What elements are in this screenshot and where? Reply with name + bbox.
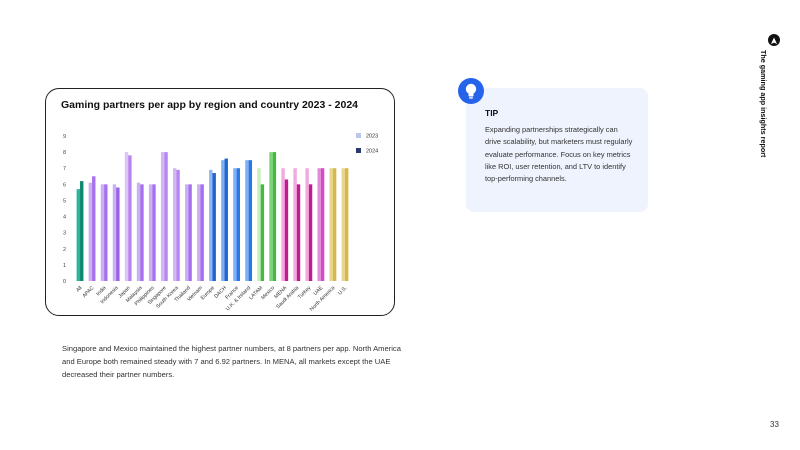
y-tick-label: 0 — [63, 279, 66, 285]
chart-title: Gaming partners per app by region and co… — [61, 99, 359, 111]
bar-2024 — [296, 184, 301, 281]
bar-2024 — [344, 168, 349, 281]
legend-label: 2024 — [366, 149, 378, 155]
bar-2023 — [209, 169, 213, 281]
bar-2023 — [76, 189, 81, 281]
bar-2024 — [92, 176, 96, 281]
bar-2023 — [124, 152, 129, 281]
y-tick-label: 8 — [63, 150, 66, 156]
bar-2023 — [172, 168, 177, 281]
bar-2024 — [248, 160, 253, 281]
x-tick-label: Europe — [200, 285, 216, 301]
bar-2023 — [185, 184, 189, 281]
x-tick-label: Turkey — [297, 285, 313, 301]
bar-2024 — [284, 179, 289, 281]
y-tick-label: 4 — [63, 215, 66, 221]
y-tick-label: 6 — [63, 182, 66, 188]
bar-2023 — [197, 184, 201, 281]
bar-2024 — [104, 184, 108, 281]
y-tick-label: 9 — [63, 134, 66, 140]
y-tick-label: 1 — [63, 263, 66, 269]
bar-2023 — [221, 160, 225, 281]
legend-swatch — [356, 148, 361, 153]
page-number: 33 — [770, 420, 779, 429]
bar-2023 — [160, 152, 165, 281]
bar-2023 — [88, 182, 93, 281]
bar-2023 — [257, 168, 261, 281]
chart-card: Gaming partners per app by region and co… — [45, 88, 395, 316]
legend-label: 2023 — [366, 134, 378, 140]
report-title: The gaming app insights report — [759, 50, 768, 158]
bar-2024 — [176, 169, 180, 281]
bar-2023 — [245, 160, 249, 281]
bar-2023 — [148, 184, 153, 281]
bar-2024 — [212, 173, 216, 281]
bar-2024 — [140, 184, 144, 281]
x-tick-label: Mexico — [260, 285, 276, 301]
bar-2023 — [100, 184, 105, 281]
bar-2024 — [308, 184, 313, 281]
bar-2023 — [317, 168, 321, 281]
bar-2023 — [305, 168, 309, 281]
y-tick-label: 7 — [63, 166, 66, 172]
bar-2024 — [236, 168, 240, 281]
lightbulb-icon — [458, 78, 484, 104]
tip-card — [466, 88, 648, 212]
y-tick-label: 5 — [63, 198, 66, 204]
logo-icon — [768, 34, 780, 46]
x-tick-label: U.S. — [337, 285, 348, 296]
bar-2024 — [188, 184, 192, 281]
bar-2024 — [272, 152, 277, 281]
x-tick-label: All — [75, 285, 83, 293]
y-tick-label: 2 — [63, 247, 66, 253]
bar-2024 — [80, 181, 84, 281]
bar-2024 — [260, 184, 265, 281]
tip-title: TIP — [485, 108, 499, 118]
bar-2023 — [269, 152, 273, 281]
bar-2024 — [116, 187, 120, 281]
bar-2024 — [164, 152, 168, 281]
y-tick-label: 3 — [63, 231, 66, 237]
bar-2023 — [293, 168, 297, 281]
bar-2024 — [224, 158, 228, 281]
bar-2023 — [112, 184, 117, 281]
bar-2024 — [320, 168, 325, 281]
bar-2023 — [136, 182, 141, 281]
bar-2023 — [329, 168, 333, 281]
bar-2024 — [200, 184, 204, 281]
tip-text: Expanding partnerships strategically can… — [485, 125, 633, 184]
bar-2024 — [332, 168, 337, 281]
bar-2024 — [152, 184, 156, 281]
bar-2023 — [281, 168, 285, 281]
chart-caption: Singapore and Mexico maintained the high… — [62, 344, 401, 379]
legend-swatch — [356, 133, 361, 138]
x-tick-label: APAC — [82, 285, 96, 299]
bar-2023 — [233, 168, 237, 281]
bar-2024 — [128, 155, 132, 281]
bar-2023 — [341, 168, 345, 281]
